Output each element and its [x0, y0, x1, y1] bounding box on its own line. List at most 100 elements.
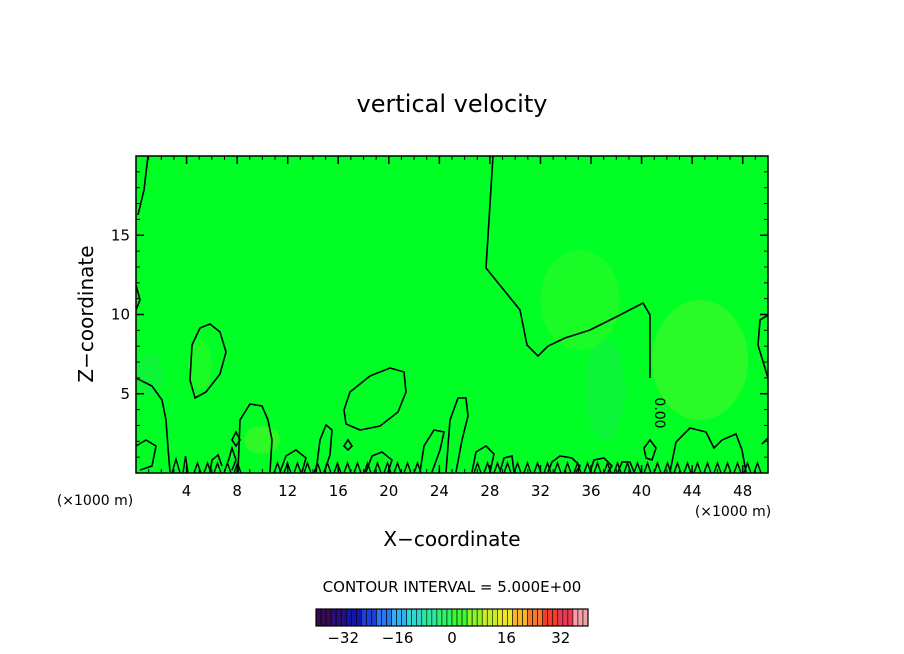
colorbar-swatch	[441, 608, 448, 627]
contour-ripple	[583, 460, 592, 473]
colorbar-swatch	[426, 608, 433, 627]
contour-ripple	[743, 460, 752, 473]
contour-ripple	[523, 460, 532, 473]
colorbar-swatch	[502, 608, 508, 627]
contour-ripple	[413, 460, 422, 473]
contour-ripple	[203, 460, 212, 473]
contour-line	[757, 314, 768, 379]
contour-ripple	[553, 460, 562, 473]
colorbar-swatch	[381, 608, 387, 627]
colorbar-swatch	[497, 608, 503, 627]
x-tick-label: 40	[632, 482, 651, 500]
colorbar-tick-label: 16	[497, 629, 516, 647]
weak-downdraft-patch	[585, 340, 625, 440]
contour-ripple	[233, 460, 242, 473]
colorbar-swatch	[471, 608, 478, 627]
colorbar-swatch	[376, 608, 382, 627]
contour-ripple	[193, 460, 202, 473]
contour-ripple	[613, 460, 622, 473]
colorbar-swatch	[401, 608, 407, 627]
contour-line	[589, 457, 614, 473]
colorbar-swatch	[396, 608, 402, 627]
contour-ripple	[543, 460, 552, 473]
contour-ripple	[171, 456, 181, 473]
contour-line	[342, 438, 354, 452]
colorbar-swatch	[567, 608, 574, 627]
contour-ripple	[653, 460, 662, 473]
contour-line	[136, 377, 171, 473]
colorbar-swatch	[366, 608, 372, 627]
colorbar-swatch	[431, 608, 438, 627]
contour-ripple	[603, 460, 612, 473]
colorbar-swatch	[557, 608, 564, 627]
contour-ripple	[663, 460, 672, 473]
contour-ripple	[403, 460, 412, 473]
contour-ripple	[573, 460, 582, 473]
colorbar-tick-label: 0	[447, 629, 457, 647]
contour-ripple	[283, 460, 292, 473]
x-axis-label: X−coordinate	[383, 527, 520, 551]
colorbar-swatch	[325, 608, 332, 627]
colorbar-swatch	[355, 608, 362, 627]
colorbar-swatch	[481, 608, 488, 627]
contour-line	[617, 461, 635, 473]
colorbar-swatch	[330, 608, 337, 627]
x-axis-unit-left: (×1000 m)	[57, 493, 133, 509]
contour-ripple	[383, 460, 392, 473]
x-tick-label: 44	[683, 482, 702, 500]
colorbar-swatch	[562, 608, 569, 627]
colorbar-swatch	[456, 608, 463, 627]
colorbar-swatch	[416, 608, 423, 627]
velocity-field-background	[136, 156, 768, 473]
contour-line	[485, 156, 651, 378]
contour-line	[231, 430, 241, 448]
y-tick-label: 5	[120, 385, 130, 403]
colorbar-swatch	[335, 608, 342, 627]
colorbar-swatch	[537, 608, 543, 627]
colorbar-swatch	[512, 608, 518, 627]
colorbar-swatch	[507, 608, 513, 627]
colorbar-swatch	[345, 608, 352, 627]
contour-line	[471, 444, 495, 473]
contour-ripple	[353, 460, 362, 473]
x-tick-label: 4	[182, 482, 192, 500]
contour-ripple	[633, 460, 642, 473]
colorbar-frame	[315, 608, 589, 627]
colorbar-swatch	[532, 608, 538, 627]
zero-contour-lines	[136, 156, 768, 473]
contour-ripple	[313, 460, 322, 473]
x-tick-label: 28	[480, 482, 499, 500]
contour-line	[137, 156, 149, 216]
contour-ripple	[343, 460, 352, 473]
contour-line	[445, 397, 469, 473]
chart-title: vertical velocity	[357, 90, 548, 118]
y-axis-ticks: 5 10 15	[111, 171, 768, 458]
y-axis-label: Z−coordinate	[74, 245, 98, 382]
colorbar-swatch	[315, 608, 322, 627]
weak-updraft-patch	[188, 339, 212, 391]
x-tick-label: 48	[733, 482, 752, 500]
colorbar-swatch	[451, 608, 458, 627]
colorbar-swatch	[527, 608, 533, 627]
contour-ripple	[223, 460, 232, 473]
colorbar-swatch	[340, 608, 347, 627]
contour-line	[279, 449, 307, 473]
colorbar-swatch	[491, 608, 498, 627]
x-tick-label: 8	[232, 482, 242, 500]
contour-ripple	[593, 460, 602, 473]
colorbar-swatch	[391, 608, 397, 627]
colorbar-swatch	[436, 608, 443, 627]
colorbar-swatch	[572, 608, 579, 627]
contour-line	[315, 423, 333, 473]
x-tick-label: 36	[581, 482, 600, 500]
colorbar-swatch	[371, 608, 377, 627]
colorbar-swatch	[547, 608, 554, 627]
contour-line	[343, 367, 407, 431]
colorbar-swatch	[406, 608, 413, 627]
x-tick-label: 24	[430, 482, 449, 500]
contour-ripple	[473, 460, 482, 473]
x-tick-label: 20	[379, 482, 398, 500]
contour-ripple	[683, 460, 692, 473]
contour-line	[136, 439, 157, 471]
contour-line	[365, 451, 393, 473]
